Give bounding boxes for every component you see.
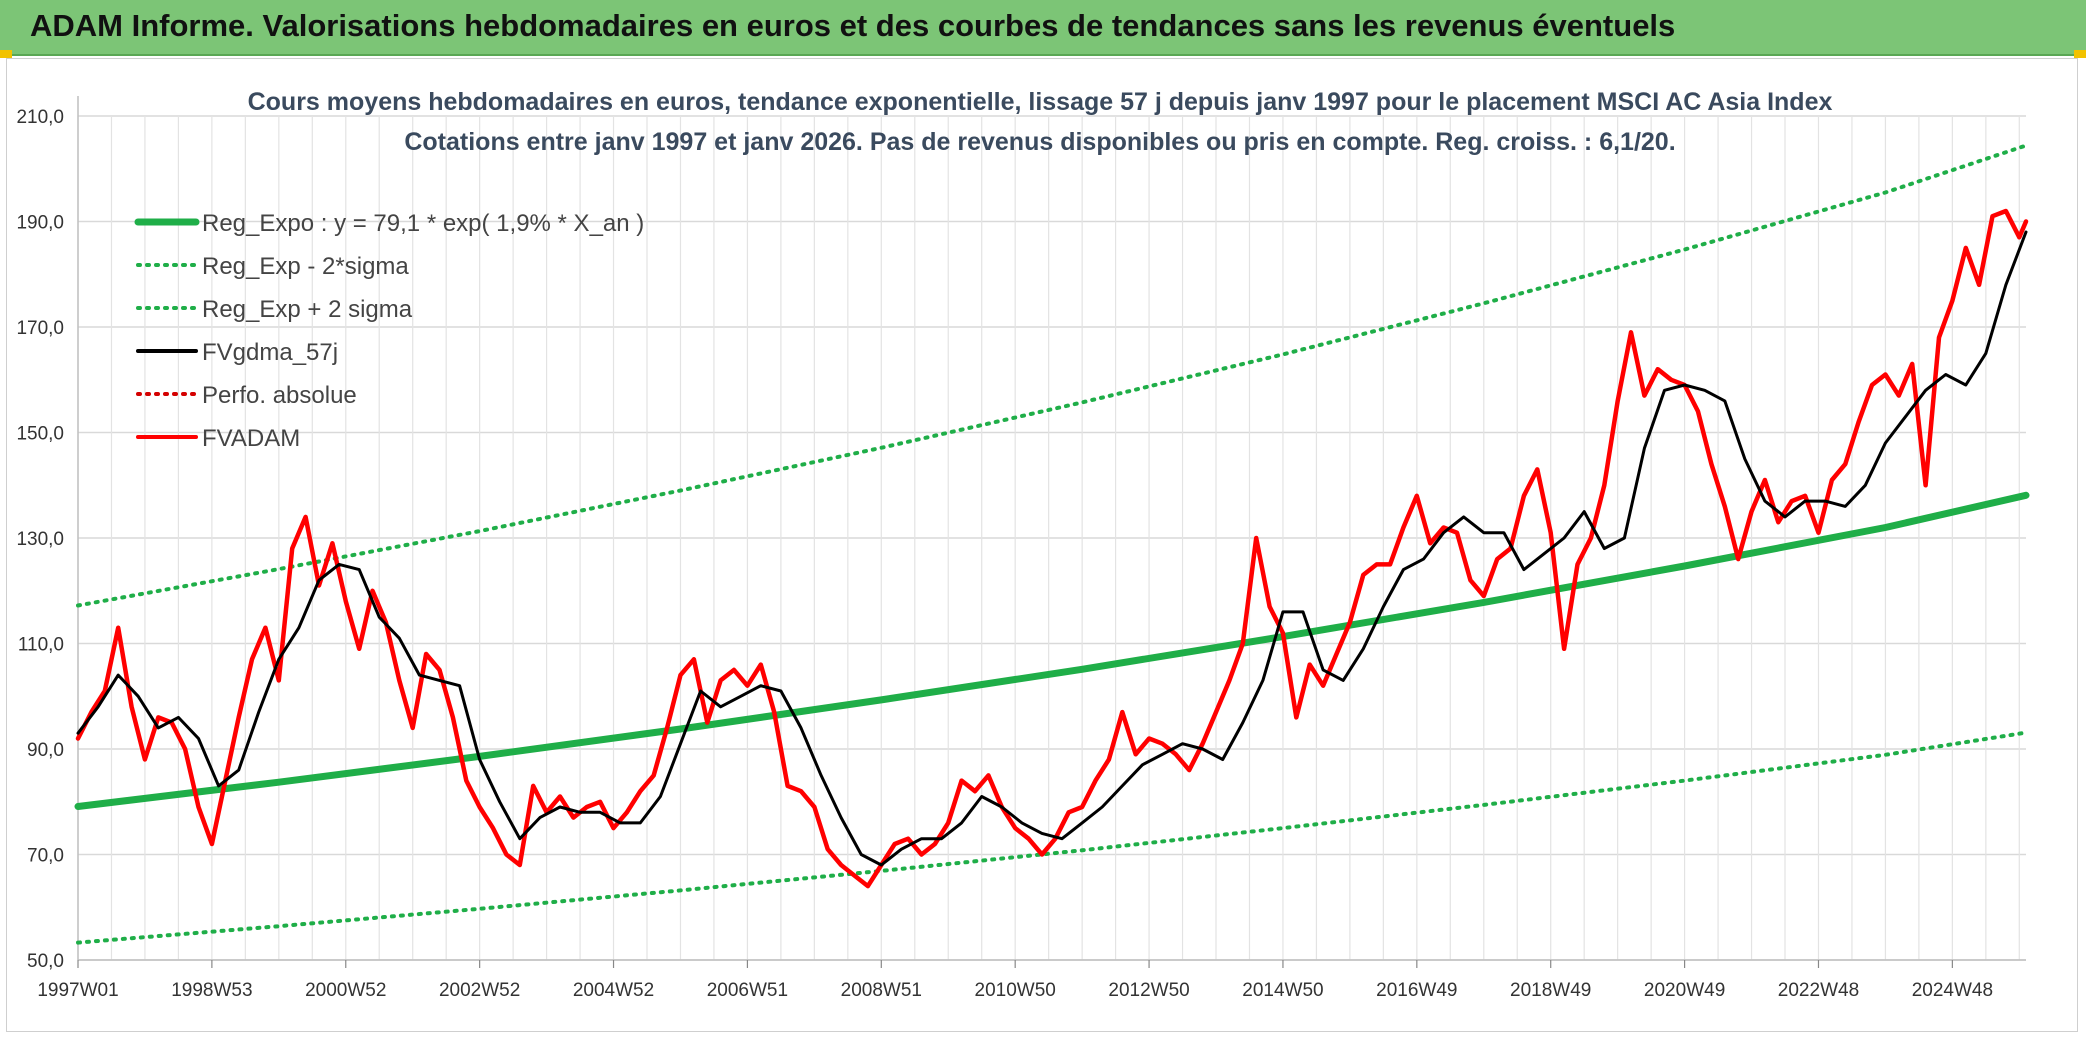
series-line-0 xyxy=(74,491,2030,810)
series-line-3 xyxy=(76,230,2028,867)
x-axis-ticks: 1997W01 1998W53 2000W52 2002W52 2004W52 2006W… xyxy=(37,960,1993,1001)
x-tick-label: 2014W50 xyxy=(1242,980,1323,1001)
x-tick-label: 2020W49 xyxy=(1644,980,1725,1001)
series-line-1 xyxy=(76,730,2028,945)
legend-label-0: Reg_Expo : y = 79,1 * exp( 1,9% * X_an ) xyxy=(202,210,644,237)
x-tick-label: 2008W51 xyxy=(841,980,922,1001)
x-tick-label: 2024W48 xyxy=(1912,980,1993,1001)
x-tick-label: 2016W49 xyxy=(1376,980,1457,1001)
header-banner: ADAM Informe. Valorisations hebdomadaire… xyxy=(0,0,2086,56)
legend-label-2: Reg_Exp + 2 sigma xyxy=(202,296,413,323)
legend-label-1: Reg_Exp - 2*sigma xyxy=(202,253,409,280)
y-axis-ticks: 50,0 70,0 90,0 110,0 130,0 150,0 170,0 190,0 210… xyxy=(16,107,64,972)
x-tick-label: 2010W50 xyxy=(975,980,1056,1001)
x-tick-label: 2006W51 xyxy=(707,980,788,1001)
page-title: ADAM Informe. Valorisations hebdomadaire… xyxy=(30,8,1676,43)
x-tick-label: 2002W52 xyxy=(439,980,520,1001)
y-tick-label: 190,0 xyxy=(16,213,64,234)
y-tick-label: 110,0 xyxy=(18,635,64,656)
y-tick-label: 170,0 xyxy=(16,318,64,339)
left-corner-mark xyxy=(0,50,12,58)
x-tick-label: 2012W50 xyxy=(1108,980,1189,1001)
series-line-5 xyxy=(75,208,2029,889)
x-tick-label: 1997W01 xyxy=(37,980,118,1001)
x-tick-label: 2004W52 xyxy=(573,980,654,1001)
x-tick-label: 1998W53 xyxy=(171,980,252,1001)
legend-label-5: FVADAM xyxy=(202,425,300,452)
series-line-2 xyxy=(76,143,2028,608)
chart-title-line1: Cours moyens hebdomadaires en euros, ten… xyxy=(248,88,1833,116)
legend: Reg_Expo : y = 79,1 * exp( 1,9% * X_an )… xyxy=(134,210,644,452)
x-tick-label: 2018W49 xyxy=(1510,980,1591,1001)
chart-title-line2: Cotations entre janv 1997 et janv 2026. … xyxy=(404,128,1675,156)
x-tick-label: 2000W52 xyxy=(305,980,386,1001)
y-tick-label: 90,0 xyxy=(27,740,64,761)
right-corner-mark xyxy=(2074,50,2086,58)
legend-label-3: FVgdma_57j xyxy=(202,339,338,366)
y-tick-label: 130,0 xyxy=(16,529,64,550)
y-tick-label: 70,0 xyxy=(27,846,64,867)
x-tick-label: 2022W48 xyxy=(1778,980,1859,1001)
y-tick-label: 150,0 xyxy=(16,424,64,445)
chart-frame xyxy=(6,58,2078,1032)
legend-label-4: Perfo. absolue xyxy=(202,382,357,409)
y-tick-label: 50,0 xyxy=(27,951,64,972)
series-lines xyxy=(74,143,2030,945)
y-tick-label: 210,0 xyxy=(16,107,64,128)
